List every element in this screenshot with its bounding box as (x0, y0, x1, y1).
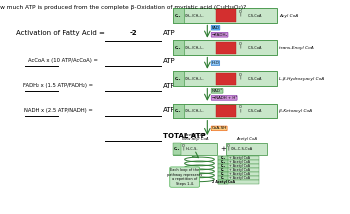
Text: ||: || (239, 76, 241, 80)
Text: C₈: C₈ (221, 168, 225, 172)
Text: ATP: ATP (163, 58, 175, 64)
FancyBboxPatch shape (173, 71, 277, 86)
Text: C-S-CoA: C-S-CoA (247, 13, 262, 18)
FancyBboxPatch shape (216, 9, 236, 22)
Text: Acetyl CoA
New acyl CoA: Acetyl CoA New acyl CoA (182, 133, 208, 141)
Text: FAD: FAD (211, 26, 219, 30)
Text: C-S-CoA: C-S-CoA (247, 46, 262, 50)
Text: Each loop of the
pathway represents
a repetition of
Steps 1-4.: Each loop of the pathway represents a re… (167, 168, 202, 186)
Text: H₂O: H₂O (211, 61, 219, 65)
FancyBboxPatch shape (218, 176, 228, 180)
Text: L-β-Hydroxyacyl CoA: L-β-Hydroxyacyl CoA (279, 77, 324, 81)
Text: ATP: ATP (163, 107, 175, 113)
FancyBboxPatch shape (173, 71, 184, 86)
FancyBboxPatch shape (216, 42, 236, 54)
Text: C₁₄: C₁₄ (221, 156, 226, 160)
FancyBboxPatch shape (173, 104, 184, 118)
Text: O: O (239, 10, 242, 14)
Text: O: O (239, 105, 242, 109)
Text: CH₂-(CH₂)ₙ-: CH₂-(CH₂)ₙ- (184, 109, 204, 113)
FancyBboxPatch shape (218, 168, 259, 172)
FancyBboxPatch shape (173, 104, 277, 118)
FancyBboxPatch shape (218, 176, 259, 180)
Text: CoA-SH: CoA-SH (211, 126, 227, 130)
Text: ATP: ATP (163, 30, 175, 36)
Text: + Acetyl CoA: + Acetyl CoA (229, 168, 250, 172)
FancyBboxPatch shape (218, 180, 228, 184)
Text: O: O (239, 42, 242, 46)
Text: CH₂-(CH₂)ₙ-: CH₂-(CH₂)ₙ- (184, 13, 204, 18)
FancyBboxPatch shape (218, 156, 228, 160)
Text: O: O (227, 144, 230, 148)
Text: C₁₄: C₁₄ (175, 77, 182, 81)
Text: + Acetyl CoA: + Acetyl CoA (229, 172, 250, 176)
FancyBboxPatch shape (218, 160, 259, 164)
FancyBboxPatch shape (226, 143, 267, 155)
FancyBboxPatch shape (218, 168, 228, 172)
Text: Acyl CoA: Acyl CoA (279, 13, 299, 18)
Text: C₄: C₄ (221, 176, 225, 180)
Text: C₁₄: C₁₄ (175, 13, 182, 18)
FancyBboxPatch shape (218, 180, 259, 184)
Text: +: + (220, 146, 226, 152)
FancyBboxPatch shape (218, 156, 259, 160)
Text: C₁₄: C₁₄ (175, 109, 182, 113)
Text: NAD⁺: NAD⁺ (211, 89, 223, 93)
Text: Acetyl CoA: Acetyl CoA (236, 137, 257, 141)
Text: 2 Acetyl CoA: 2 Acetyl CoA (212, 180, 235, 184)
Text: ||: || (239, 45, 241, 49)
Text: C₁₂: C₁₂ (174, 147, 180, 151)
Text: ||: || (182, 147, 185, 151)
Text: FADH₂ x (1.5 ATP/FADH₂) =: FADH₂ x (1.5 ATP/FADH₂) = (23, 83, 93, 88)
Text: H₂-C-S-: H₂-C-S- (186, 147, 198, 151)
FancyBboxPatch shape (218, 172, 259, 176)
FancyBboxPatch shape (218, 160, 228, 164)
Text: CH₂-(CH₂)ₙ-: CH₂-(CH₂)ₙ- (184, 77, 204, 81)
Text: C-S-CoA: C-S-CoA (247, 109, 262, 113)
Text: + Acetyl CoA: + Acetyl CoA (229, 176, 250, 180)
FancyBboxPatch shape (218, 172, 228, 176)
Text: O: O (239, 73, 242, 77)
Text: →FADH₂: →FADH₂ (211, 33, 228, 37)
Text: C-S-CoA: C-S-CoA (247, 77, 262, 81)
Text: →NADH + H⁺: →NADH + H⁺ (211, 96, 237, 100)
Text: Activation of Fatty Acid =: Activation of Fatty Acid = (16, 30, 105, 36)
FancyBboxPatch shape (216, 73, 236, 85)
FancyBboxPatch shape (218, 164, 228, 168)
Text: C₆: C₆ (221, 172, 225, 176)
Text: β-Ketoacyl CoA: β-Ketoacyl CoA (279, 109, 313, 113)
FancyBboxPatch shape (173, 143, 181, 155)
FancyBboxPatch shape (216, 105, 236, 117)
FancyBboxPatch shape (173, 143, 217, 155)
Text: -2: -2 (129, 30, 137, 36)
Text: + Acetyl CoA: + Acetyl CoA (229, 164, 250, 168)
Text: ATP: ATP (163, 83, 175, 89)
FancyBboxPatch shape (170, 167, 200, 187)
Text: CH₂-C-S-CoA: CH₂-C-S-CoA (231, 147, 253, 151)
Text: + Acetyl CoA: + Acetyl CoA (229, 160, 250, 164)
Text: ||: || (239, 108, 241, 112)
Text: How much ATP is produced from the complete β-Oxidation of myristic acid (C₁₄H₂₈O: How much ATP is produced from the comple… (0, 5, 246, 10)
Text: C₁₂: C₁₂ (221, 160, 226, 164)
FancyBboxPatch shape (173, 40, 277, 55)
Text: C₁₀: C₁₀ (221, 164, 226, 168)
FancyBboxPatch shape (173, 40, 184, 55)
Text: CH₂-(CH₂)ₙ-: CH₂-(CH₂)ₙ- (184, 46, 204, 50)
FancyBboxPatch shape (173, 8, 277, 23)
Text: O: O (182, 144, 185, 148)
FancyBboxPatch shape (173, 8, 184, 23)
Text: ||: || (227, 147, 230, 151)
Text: TOTAL ATP: TOTAL ATP (163, 133, 205, 139)
Text: + Acetyl CoA: + Acetyl CoA (229, 156, 250, 160)
Text: AcCoA x (10 ATP/AcCoA) =: AcCoA x (10 ATP/AcCoA) = (28, 58, 98, 64)
FancyBboxPatch shape (218, 164, 259, 168)
Text: ||: || (239, 13, 241, 17)
Text: trans-Enoyl CoA: trans-Enoyl CoA (279, 46, 314, 50)
Text: C₁₄: C₁₄ (175, 46, 182, 50)
Text: NADH x (2.5 ATP/NADH) =: NADH x (2.5 ATP/NADH) = (25, 108, 93, 113)
